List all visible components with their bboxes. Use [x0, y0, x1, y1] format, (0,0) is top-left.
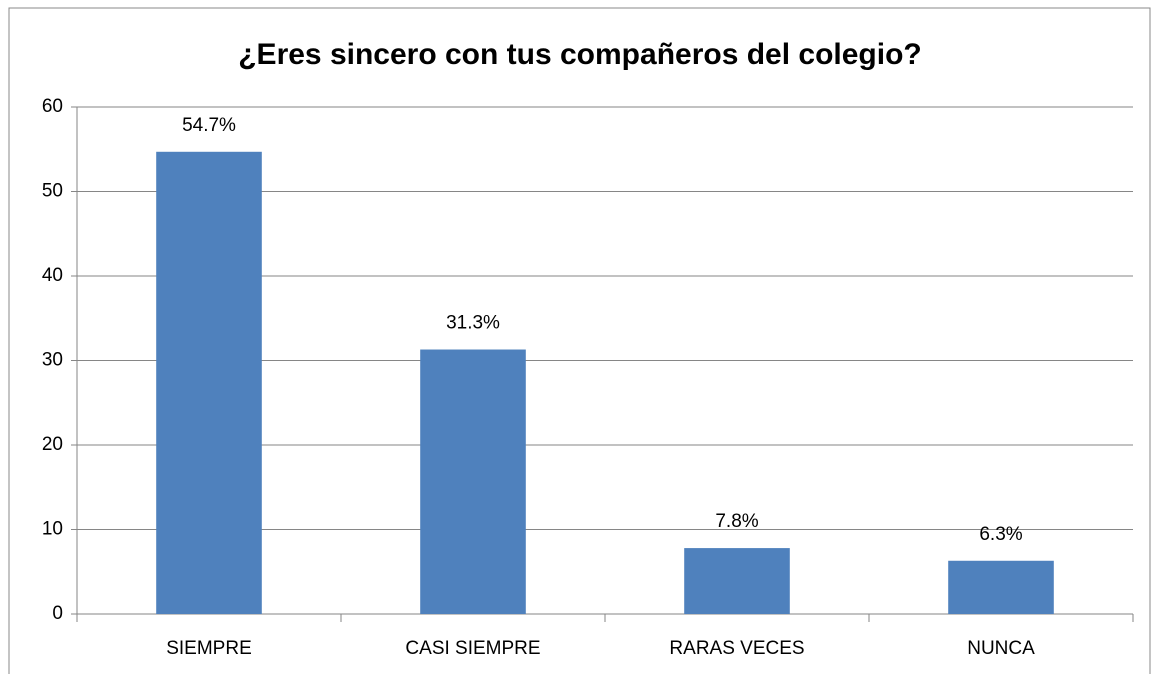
data-label: 6.3%: [979, 524, 1022, 545]
bar: [156, 151, 262, 614]
y-tick-label: 30: [42, 350, 63, 371]
x-tick-label: SIEMPRE: [166, 638, 252, 659]
data-label: 54.7%: [182, 115, 236, 136]
y-tick-label: 40: [42, 265, 63, 286]
y-tick-label: 10: [42, 519, 63, 540]
y-tick-label: 50: [42, 181, 63, 202]
data-label: 7.8%: [715, 511, 758, 532]
y-tick-label: 20: [42, 434, 63, 455]
bar: [948, 560, 1054, 614]
bar: [684, 548, 790, 614]
y-tick-label: 0: [52, 603, 63, 624]
bar: [420, 349, 526, 614]
y-tick-label: 60: [42, 96, 63, 117]
x-tick-label: NUNCA: [967, 638, 1035, 659]
x-tick-label: CASI SIEMPRE: [405, 638, 540, 659]
x-tick-label: RARAS VECES: [669, 638, 804, 659]
chart-title: ¿Eres sincero con tus compañeros del col…: [238, 38, 922, 71]
data-label: 31.3%: [446, 313, 500, 334]
